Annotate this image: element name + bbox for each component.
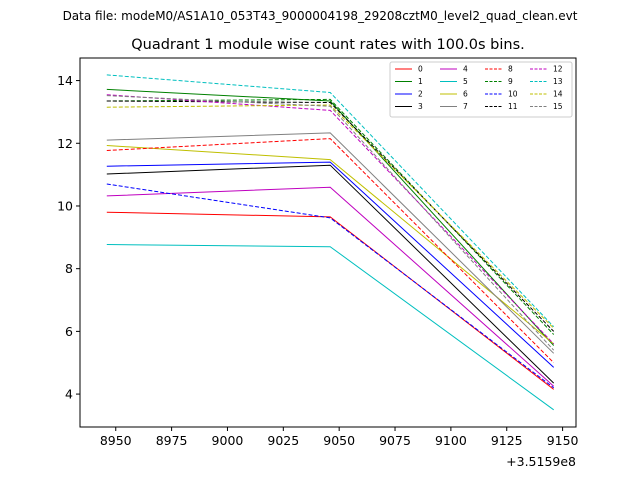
x-tick-label: 8950 xyxy=(100,433,132,448)
series-line-0 xyxy=(106,211,555,390)
legend-label-7: 7 xyxy=(463,102,468,111)
legend-label-14: 14 xyxy=(553,90,563,99)
y-axis-ticks: 4 6 8 10 12 14 xyxy=(57,73,80,402)
series-line-3 xyxy=(106,164,555,384)
series-line-8 xyxy=(106,138,555,364)
series-line-1 xyxy=(106,88,555,346)
plot-area: 8950 8975 9000 9025 9050 9075 9100 9125 9150 468… xyxy=(57,57,579,448)
legend-label-13: 13 xyxy=(553,77,563,86)
legend-label-10: 10 xyxy=(508,90,518,99)
legend-label-1: 1 xyxy=(418,77,423,86)
legend-label-9: 9 xyxy=(508,77,513,86)
series-line-9 xyxy=(106,98,555,335)
series-line-2 xyxy=(106,161,555,368)
x-tick-label: 9000 xyxy=(212,433,244,448)
y-tick-label: 10 xyxy=(57,198,73,213)
series-line-14 xyxy=(106,104,555,329)
legend-label-0: 0 xyxy=(418,65,423,74)
y-tick-label: 8 xyxy=(65,261,73,276)
x-tick-label: 9075 xyxy=(379,433,411,448)
legend-label-2: 2 xyxy=(418,90,423,99)
legend-label-15: 15 xyxy=(553,102,563,111)
legend-label-12: 12 xyxy=(553,65,563,74)
y-tick-label: 14 xyxy=(57,73,73,88)
series-line-6 xyxy=(106,145,555,345)
x-axis-offset-label: +3.5159e8 xyxy=(506,454,576,469)
x-tick-label: 8975 xyxy=(156,433,188,448)
legend-label-11: 11 xyxy=(508,102,518,111)
legend-label-4: 4 xyxy=(463,65,468,74)
legend-label-8: 8 xyxy=(508,65,513,74)
y-tick-label: 4 xyxy=(65,387,73,402)
series-line-11 xyxy=(106,100,555,332)
series-line-10 xyxy=(106,183,555,389)
x-tick-label: 9025 xyxy=(267,433,299,448)
legend-frame xyxy=(389,61,573,118)
y-tick-label: 6 xyxy=(65,324,73,339)
data-file-header: Data file: modeM0/AS1A10_053T43_90000041… xyxy=(63,9,578,23)
x-tick-label: 9150 xyxy=(547,433,579,448)
y-tick-label: 12 xyxy=(57,136,73,151)
axes-frame xyxy=(79,57,577,428)
legend-label-5: 5 xyxy=(463,77,468,86)
x-tick-label: 9100 xyxy=(435,433,467,448)
x-axis-ticks: 8950 8975 9000 9025 9050 9075 9100 9125 9150 xyxy=(100,427,579,448)
legend-label-6: 6 xyxy=(463,90,468,99)
series-line-5 xyxy=(106,244,554,411)
series-line-7 xyxy=(106,132,555,354)
series-line-4 xyxy=(106,186,555,387)
chart-title: Quadrant 1 module wise count rates with … xyxy=(131,37,525,53)
series-line-13 xyxy=(106,74,555,328)
series-lines xyxy=(106,74,555,411)
series-line-12 xyxy=(106,94,555,345)
x-tick-label: 9125 xyxy=(491,433,523,448)
legend-label-3: 3 xyxy=(418,102,423,111)
series-line-15 xyxy=(106,95,555,351)
x-tick-label: 9050 xyxy=(323,433,355,448)
